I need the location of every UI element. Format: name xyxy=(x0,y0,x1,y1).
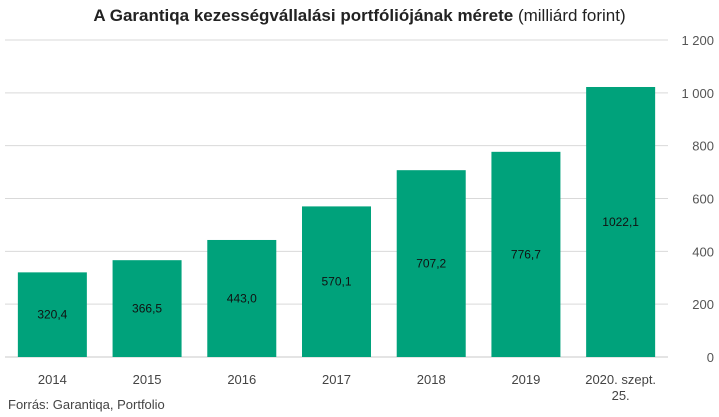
x-category-label: 2020. szept. xyxy=(585,372,656,387)
bar xyxy=(112,260,182,357)
bar xyxy=(396,170,466,357)
data-label: 443,0 xyxy=(227,291,257,305)
y-axis-ticks: 0 200 400 600 800 1 000 1 200 xyxy=(681,33,714,365)
bar xyxy=(302,206,371,357)
data-label: 570,1 xyxy=(321,275,351,289)
bar xyxy=(207,239,277,357)
y-tick-label: 1 200 xyxy=(681,33,714,48)
source-note: Forrás: Garantiqa, Portfolio xyxy=(8,397,165,412)
x-axis-categories: 2014 2015 2016 2017 2018 2019 2020. szept.25. xyxy=(38,372,656,403)
data-label: 366,5 xyxy=(132,302,162,316)
x-category-label: 25. xyxy=(612,388,630,403)
x-category-label: 2017 xyxy=(322,372,351,387)
y-tick-label: 0 xyxy=(707,350,714,365)
chart-title-main: A Garantiqa kezességvállalási portfóliój… xyxy=(93,6,514,25)
x-category-label: 2018 xyxy=(417,372,446,387)
chart-title: A Garantiqa kezességvállalási portfóliój… xyxy=(0,6,719,26)
x-category-label: 2015 xyxy=(133,372,162,387)
data-labels: 320,4 366,5 443,0 570,1 707,2 776,7 1022,1 xyxy=(37,215,639,322)
x-category-label: 2014 xyxy=(38,372,67,387)
bars xyxy=(17,86,656,358)
y-tick-label: 400 xyxy=(692,244,714,259)
y-tick-label: 1 000 xyxy=(681,86,714,101)
data-label: 1022,1 xyxy=(602,215,639,229)
bar xyxy=(586,86,656,358)
y-tick-label: 800 xyxy=(692,139,714,154)
data-label: 320,4 xyxy=(37,308,67,322)
x-category-label: 2016 xyxy=(227,372,256,387)
bar xyxy=(17,272,87,357)
y-tick-label: 200 xyxy=(692,297,714,312)
chart-title-unit: (milliárd forint) xyxy=(517,6,626,25)
bar xyxy=(491,151,561,357)
data-label: 776,7 xyxy=(511,247,541,261)
data-label: 707,2 xyxy=(416,257,446,271)
x-category-label: 2019 xyxy=(511,372,540,387)
y-tick-label: 600 xyxy=(692,192,714,207)
